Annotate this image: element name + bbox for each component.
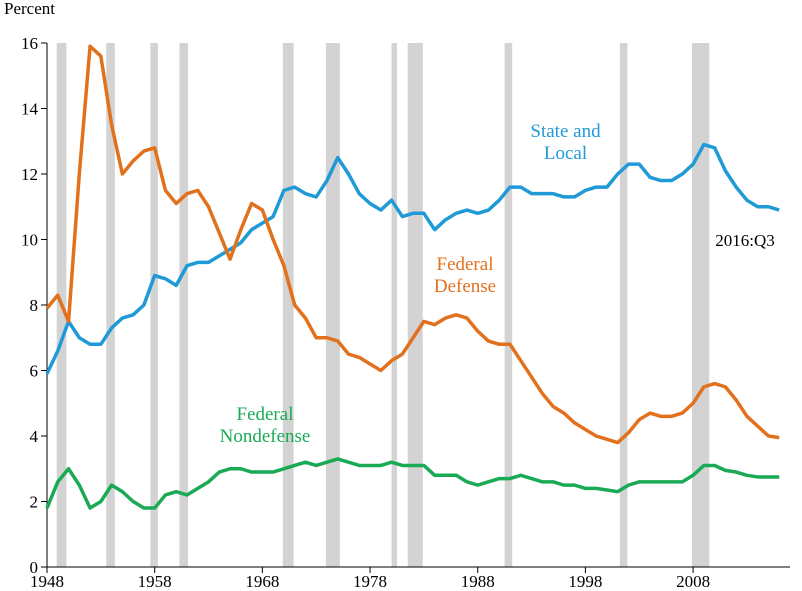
x-tick-label: 2008 [676,572,710,591]
series-line [45,44,780,445]
y-tick-label: 6 [30,362,39,381]
x-tick-label: 1968 [245,572,279,591]
y-tick-label: 14 [21,100,39,119]
series-label: State and Local [530,121,601,164]
y-axis-label: Percent [4,0,55,18]
recession-band [282,43,294,567]
series-label: Federal Defense [433,254,497,297]
y-tick-label: 4 [30,427,39,446]
series-line [45,457,780,510]
x-tick-label: 1988 [461,572,495,591]
recession-band [179,43,189,567]
recession-band [106,43,115,567]
x-tick-label: 1958 [138,572,172,591]
recession-band [391,43,397,567]
recession-band [325,43,340,567]
y-tick-label: 2 [30,493,39,512]
recession-band [504,43,513,567]
series-label: Federal Nondefense [219,404,311,447]
recession-band [619,43,628,567]
y-tick-label: 10 [21,231,38,250]
series-line [45,142,780,375]
y-tick-label: 8 [30,296,39,315]
x-tick-label: 1998 [568,572,602,591]
y-tick-label: 0 [30,558,39,577]
recession-band [150,43,158,567]
x-tick-label: 1948 [30,572,64,591]
recession-band [407,43,423,567]
x-tick-label: 1978 [353,572,387,591]
annotation: 2016:Q3 [715,231,775,250]
y-tick-label: 12 [21,165,38,184]
recession-band [692,43,710,567]
y-tick-label: 16 [21,34,38,53]
